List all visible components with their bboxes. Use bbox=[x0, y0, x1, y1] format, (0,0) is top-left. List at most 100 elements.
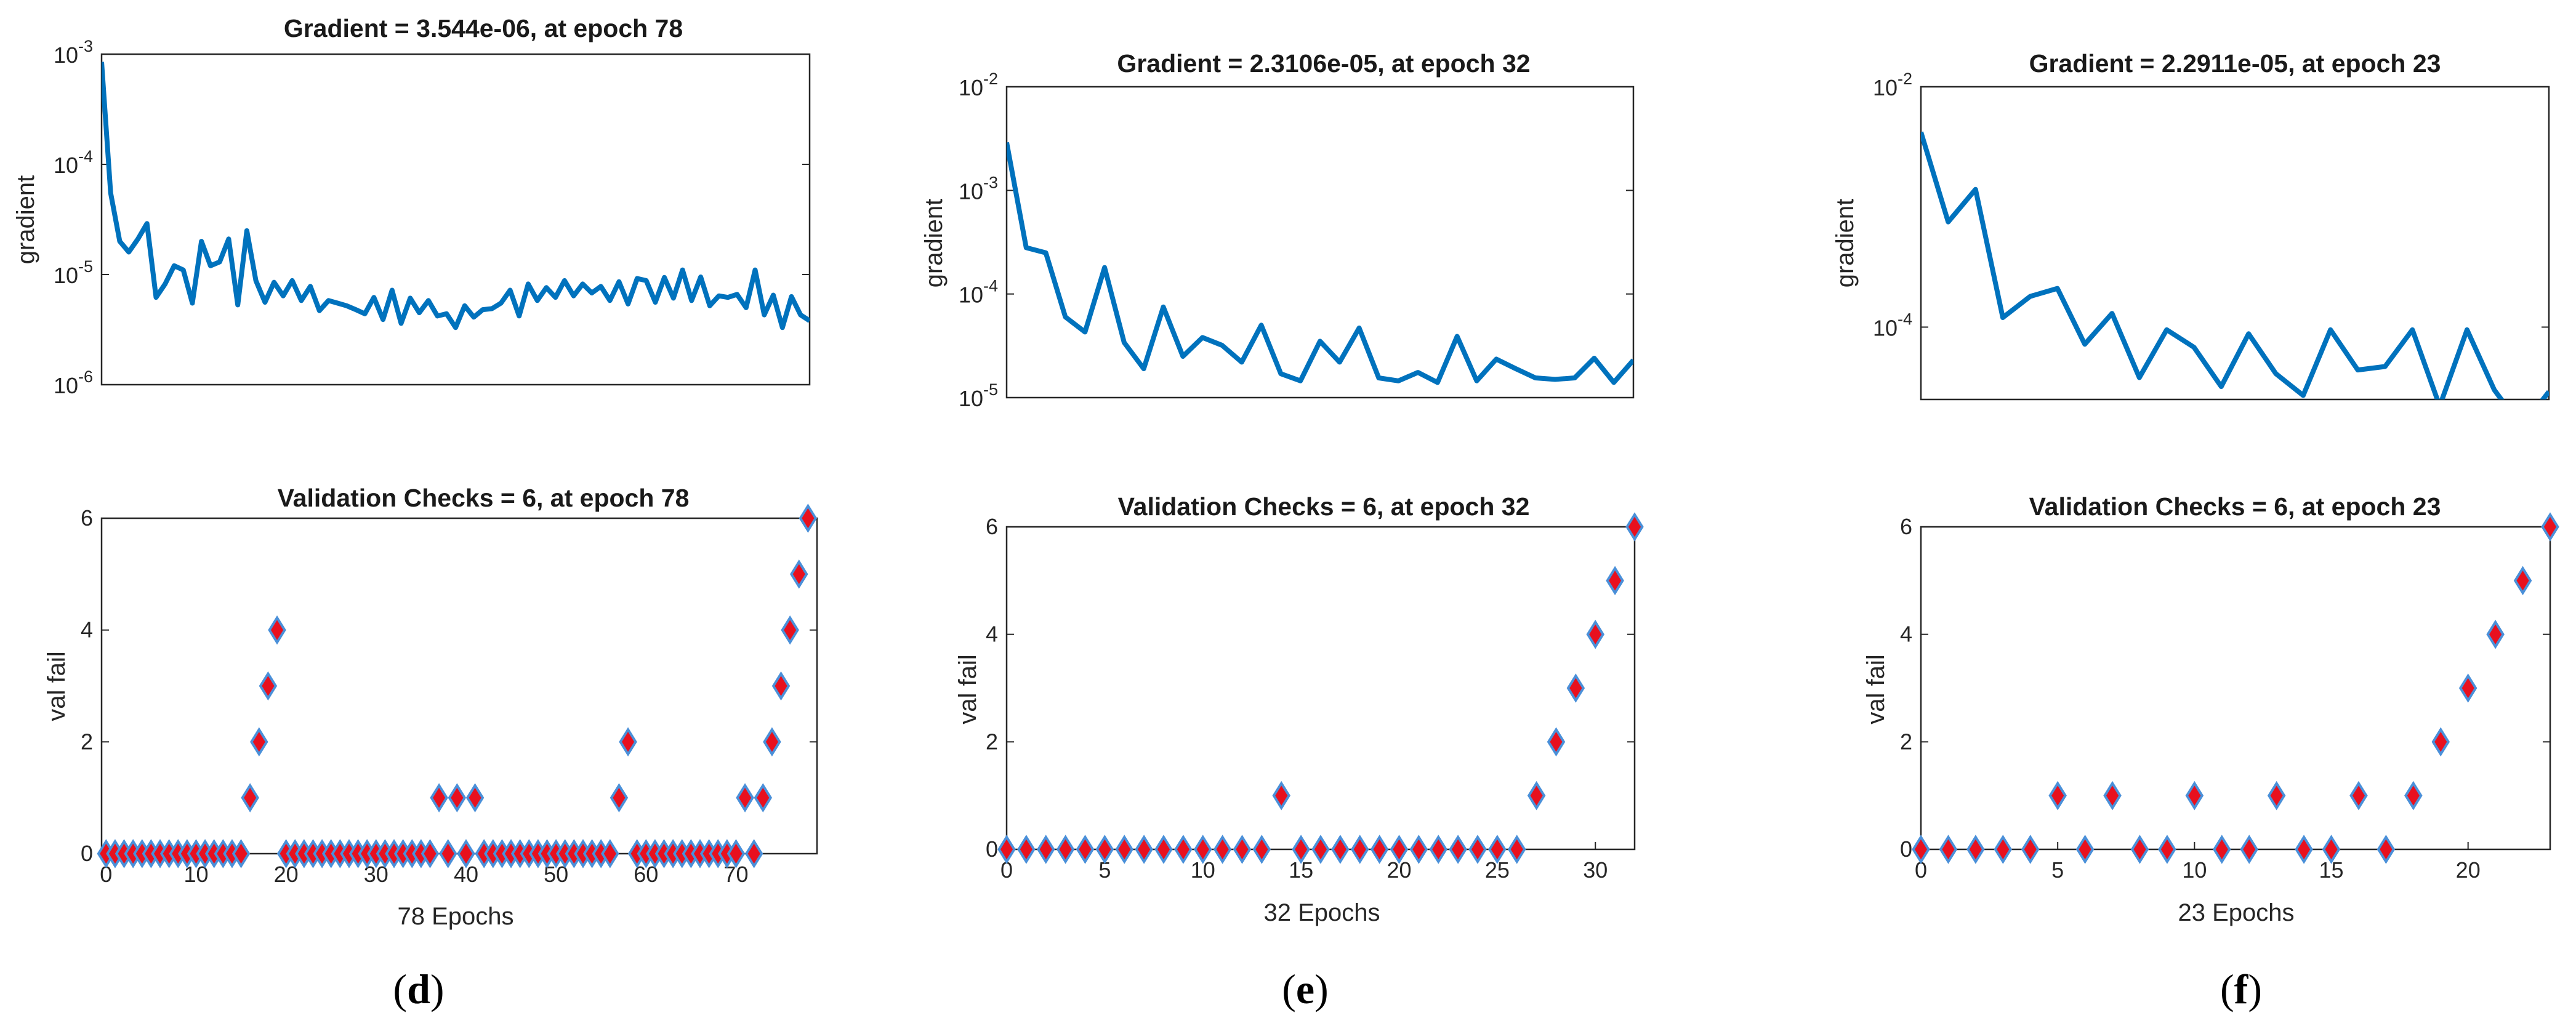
val-fail-point bbox=[465, 783, 485, 812]
val-fail-point bbox=[430, 783, 448, 812]
val-fail-point bbox=[1193, 835, 1212, 864]
val-fail-point bbox=[997, 835, 1016, 864]
val-fail-point bbox=[1056, 835, 1075, 864]
val-fail-point bbox=[2513, 566, 2532, 596]
val-fail-point bbox=[1095, 835, 1114, 864]
x-axis-label: 78 Epochs bbox=[397, 903, 513, 930]
val-fail-point bbox=[421, 839, 440, 868]
x-axis-label: 32 Epochs bbox=[1263, 899, 1380, 926]
chart-title: Validation Checks = 6, at epoch 78 bbox=[278, 484, 690, 512]
gradient-plot-e: Gradient = 2.3106e-05, at epoch 32 gradi… bbox=[920, 49, 1635, 411]
val-fail-point bbox=[781, 615, 799, 645]
val-fail-point bbox=[1912, 835, 1930, 864]
val-fail-point bbox=[1507, 835, 1526, 864]
y-axis-label: val fail bbox=[954, 654, 981, 724]
val-fail-point bbox=[1449, 835, 1467, 864]
y-tick-label: 10-2 bbox=[1873, 70, 1912, 100]
val-fail-point bbox=[438, 839, 457, 868]
y-axis-label: gradient bbox=[1832, 199, 1859, 288]
y-axis-label: val fail bbox=[43, 651, 70, 721]
chart-title: Validation Checks = 6, at epoch 23 bbox=[2029, 492, 2441, 521]
x-tick-label: 5 bbox=[2051, 857, 2064, 883]
val-fail-point bbox=[727, 839, 746, 868]
y-tick-label: 10-3 bbox=[54, 37, 93, 68]
val-fail-point bbox=[2267, 780, 2286, 811]
val-fail-point bbox=[2213, 835, 2231, 864]
gradient-plot-f: Gradient = 2.2911e-05, at epoch 23 gradi… bbox=[1832, 49, 2550, 401]
y-tick-label: 10-3 bbox=[959, 173, 998, 204]
plot-area bbox=[1005, 86, 1635, 399]
val-fail-point bbox=[2377, 835, 2396, 864]
y-tick-label: 10-5 bbox=[54, 257, 93, 288]
plot-area bbox=[1920, 526, 2551, 851]
y-tick-label: 10-4 bbox=[1873, 310, 1912, 340]
val-fail-point bbox=[259, 671, 278, 701]
y-tick-label: 2 bbox=[81, 729, 93, 754]
val-fail-point bbox=[2075, 835, 2095, 864]
val-fail-point bbox=[1409, 835, 1428, 864]
val-fail-point bbox=[763, 727, 781, 757]
y-tick-label: 6 bbox=[1900, 514, 1912, 539]
y-axis-label: val fail bbox=[1862, 654, 1890, 724]
val-fail-point bbox=[241, 783, 259, 812]
val-fail-point bbox=[1527, 780, 1546, 811]
chart-title: Gradient = 2.3106e-05, at epoch 32 bbox=[1117, 49, 1530, 78]
gradient-series-line bbox=[1007, 142, 1633, 385]
val-fail-point bbox=[2158, 835, 2176, 864]
val-fail-point bbox=[744, 839, 763, 868]
panel-label-e: (e) bbox=[1282, 966, 1329, 1012]
gradient-series-line bbox=[1921, 131, 2549, 399]
val-fail-point bbox=[1994, 835, 2013, 864]
chart-title: Gradient = 3.544e-06, at epoch 78 bbox=[284, 14, 683, 42]
plot-area bbox=[100, 53, 811, 386]
val-fail-point bbox=[2349, 780, 2368, 811]
val-fail-point bbox=[231, 839, 251, 868]
val-fail-point bbox=[1966, 835, 1985, 864]
val-fail-point bbox=[2240, 835, 2258, 864]
val-fail-point bbox=[619, 727, 637, 757]
val-fail-point bbox=[1036, 835, 1055, 864]
val-fail-point bbox=[2130, 835, 2149, 864]
val-fail-point bbox=[448, 783, 467, 812]
gradient-plot-d: Gradient = 3.544e-06, at epoch 78 gradie… bbox=[12, 14, 811, 398]
y-tick-label: 4 bbox=[986, 622, 998, 647]
val-fail-point bbox=[736, 783, 754, 812]
val-fail-point bbox=[1488, 835, 1507, 864]
val-fail-point bbox=[1252, 835, 1271, 864]
panel-label-d: (d) bbox=[393, 966, 444, 1012]
val-fail-point bbox=[1390, 835, 1409, 864]
x-axis-label: 23 Epochs bbox=[2178, 899, 2294, 926]
val-fail-point bbox=[1213, 835, 1232, 864]
val-fail-point bbox=[610, 783, 629, 812]
val-fail-point bbox=[1292, 835, 1310, 864]
val-fail-point bbox=[1606, 566, 1624, 596]
x-tick-label: 0 bbox=[100, 862, 112, 887]
validation-plot-e: Validation Checks = 6, at epoch 32 32 Ep… bbox=[954, 492, 1644, 926]
val-fail-point bbox=[1135, 835, 1153, 864]
x-tick-label: 10 bbox=[2182, 857, 2207, 883]
val-fail-point bbox=[2295, 835, 2313, 864]
val-fail-point bbox=[2404, 780, 2423, 811]
y-tick-label: 4 bbox=[1900, 622, 1912, 647]
validation-plot-f: Validation Checks = 6, at epoch 23 23 Ep… bbox=[1862, 492, 2559, 926]
val-fail-point bbox=[2185, 780, 2204, 811]
val-fail-point bbox=[1350, 835, 1369, 864]
plot-area bbox=[1920, 86, 2550, 401]
val-fail-point bbox=[2486, 619, 2505, 649]
val-fail-point bbox=[2458, 673, 2477, 703]
x-tick-label: 0 bbox=[1000, 857, 1013, 883]
y-axis-label: gradient bbox=[920, 199, 948, 288]
val-fail-point bbox=[2021, 835, 2040, 864]
y-tick-label: 4 bbox=[81, 617, 93, 643]
val-fail-point bbox=[1331, 835, 1350, 864]
val-fail-point bbox=[1115, 835, 1134, 864]
val-fail-point bbox=[1154, 835, 1173, 864]
y-tick-label: 6 bbox=[986, 514, 998, 539]
y-axis-label: gradient bbox=[12, 175, 39, 265]
y-tick-label: 6 bbox=[81, 505, 93, 531]
val-fail-point bbox=[1174, 835, 1193, 864]
y-tick-label: 2 bbox=[986, 729, 998, 754]
chart-title: Validation Checks = 6, at epoch 32 bbox=[1118, 492, 1530, 521]
val-fail-point bbox=[1076, 835, 1095, 864]
